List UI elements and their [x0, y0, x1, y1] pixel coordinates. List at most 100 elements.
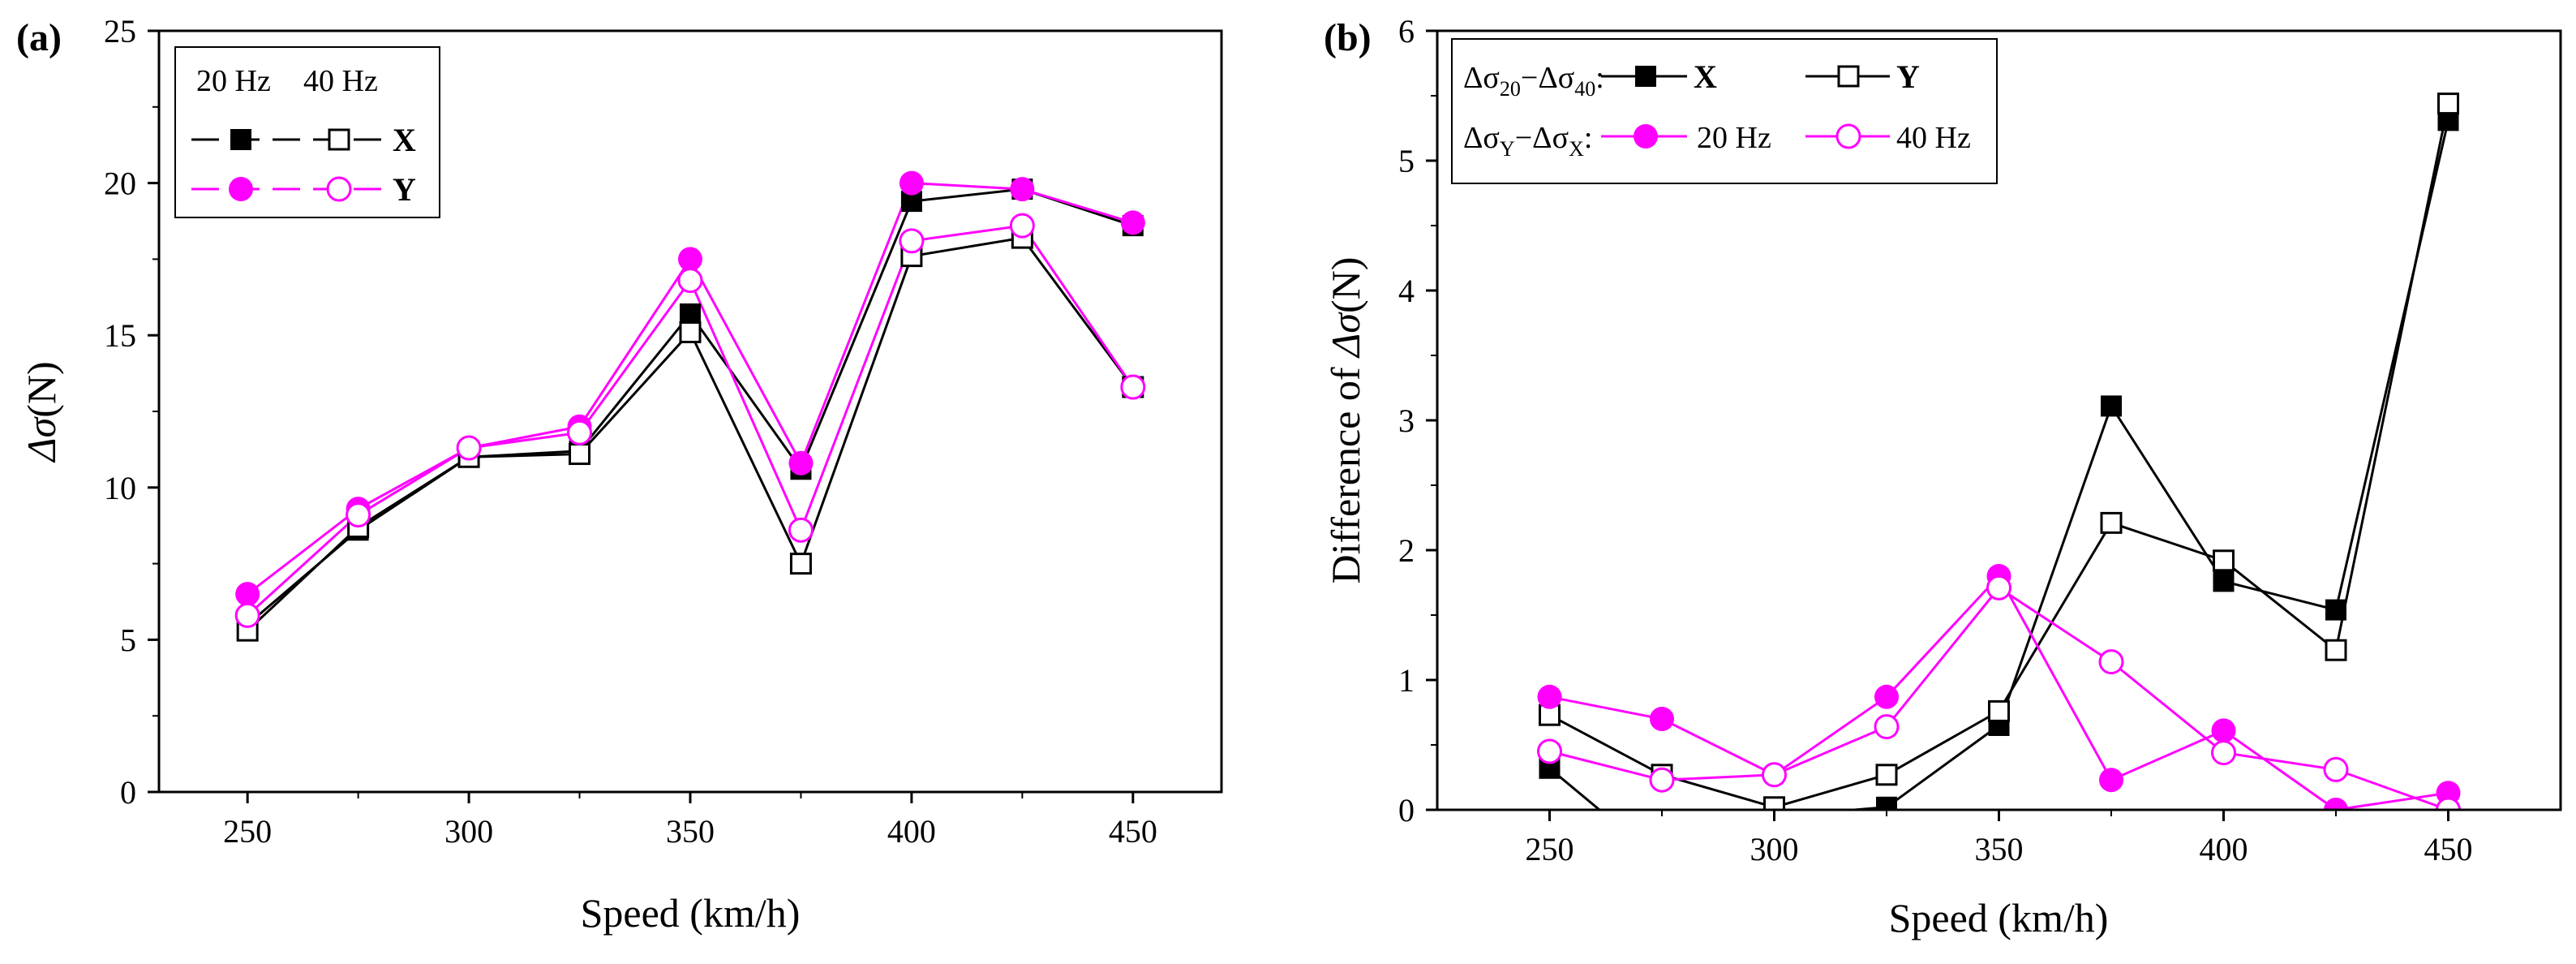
legend-colon: : [1584, 121, 1593, 155]
chart-a-y-tick-label: 0 [120, 774, 136, 811]
chart-b-data-point [2099, 768, 2123, 793]
legend-delta-sigma: Δσ [1463, 121, 1500, 155]
chart-a-data-point [569, 443, 591, 466]
legend-subscript: 40 [1574, 77, 1595, 101]
chart-b-data-point [2211, 740, 2236, 766]
chart-b-y-axis-symbol: Δσ [1323, 312, 1368, 359]
chart-a-series-layer [234, 170, 1146, 642]
legend-colon: : [1595, 61, 1604, 95]
legend-marker-open-square [328, 128, 350, 151]
chart-a-data-point [1120, 374, 1146, 400]
chart-a-data-point [678, 247, 702, 272]
chart-a-data-point [456, 435, 482, 461]
chart-a-legend-label-y: Y [393, 171, 416, 208]
chart-a-data-point [899, 228, 925, 254]
chart-b-data-point [2325, 599, 2346, 621]
chart-b-legend-label-20hz: 20 Hz [1697, 121, 1771, 155]
chart-b-data-point [2213, 549, 2235, 572]
legend-subscript: Y [1500, 137, 1515, 161]
chart-b-data-point [1537, 738, 1562, 764]
chart-b-x-tick-label: 250 [1526, 831, 1574, 867]
chart-b-legend: Δσ20−Δσ40: X Y ΔσY−ΔσX: 20 Hz 40 Hz [1451, 38, 1998, 184]
chart-b-legend-row2-key: ΔσY−ΔσX: [1463, 121, 1592, 161]
chart-a-data-point [235, 582, 260, 607]
chart-b-data-point [2325, 639, 2347, 661]
chart-a-x-tick-label: 450 [1109, 813, 1157, 850]
chart-b-panel-label: (b) [1324, 16, 1372, 59]
chart-b-y-tick-label: 2 [1398, 532, 1415, 569]
chart-a-x-tick-label: 300 [444, 813, 493, 850]
chart-a-data-point [899, 170, 924, 196]
chart-a-axes: 250 300 350 400 450 0 5 10 15 20 25 [104, 13, 1157, 850]
chart-a-data-point [567, 420, 593, 445]
chart-a-data-point [679, 321, 702, 343]
chart-a-x-axis-title: Speed (km/h) [581, 890, 801, 936]
chart-b-data-point [2323, 756, 2349, 782]
legend-marker-filled-square [1635, 66, 1656, 87]
legend-subscript: X [1569, 137, 1584, 161]
legend-marker-filled-square [230, 129, 251, 150]
chart-b-data-point [1874, 714, 1900, 740]
chart-a-series-line [247, 182, 1134, 596]
chart-a-legend-label-x: X [393, 122, 416, 158]
legend-marker-open-square [1837, 65, 1860, 88]
chart-b-y-tick-label: 3 [1398, 402, 1415, 439]
chart-b-x-tick-label: 350 [1975, 831, 2024, 867]
chart-a-legend: 20 Hz 40 Hz X Y [174, 46, 440, 218]
chart-b-legend-box [1451, 38, 1998, 184]
chart-b-data-point [1650, 707, 1674, 731]
chart-a-panel-label: (a) [16, 16, 62, 59]
chart-a-y-tick-label: 20 [104, 166, 136, 202]
chart-b-y-tick-label: 6 [1398, 13, 1415, 49]
chart-b-y-tick-label: 0 [1398, 792, 1415, 828]
chart-b-data-point [1649, 767, 1675, 793]
chart-b-data-point [1875, 764, 1898, 786]
chart-b-x-tick-label: 400 [2200, 831, 2248, 867]
chart-a-y-axis-unit: (N) [19, 361, 64, 417]
chart-a-x-tick-label: 350 [666, 813, 715, 850]
legend-delta-sigma: Δσ [1463, 61, 1500, 95]
legend-subscript: 20 [1500, 77, 1521, 101]
legend-marker-open-circle [1835, 123, 1861, 149]
chart-b-series-line [1549, 586, 2449, 810]
chart-a-legend-row-y: Y [191, 171, 416, 208]
chart-a-data-point [788, 517, 814, 543]
chart-a-data-point [680, 303, 701, 325]
chart-a-data-point [789, 553, 812, 575]
chart-b-y-axis-title: Difference of Δσ(N) [1323, 257, 1368, 584]
chart-b-series-layer [1537, 93, 2461, 810]
chart-b-data-point [1988, 699, 2010, 722]
legend-minus-delta-sigma: −Δσ [1515, 121, 1569, 155]
chart-b-data-point [2324, 798, 2348, 810]
chart-b-axes: 250 300 350 400 450 0 1 2 3 4 5 6 [1398, 13, 2473, 867]
chart-b-series-line [1548, 120, 2449, 810]
chart-b-legend-row-1: Δσ20−Δσ40: X Y [1463, 58, 1920, 101]
chart-b-data-point [2436, 797, 2461, 810]
chart-a-y-axis-symbol: Δσ [19, 415, 64, 463]
chart-a-y-tick-label: 25 [104, 13, 136, 49]
chart-b-legend-label-x: X [1694, 58, 1717, 95]
chart-a-x-tick-label: 400 [887, 813, 936, 850]
chart-b-data-point [2098, 649, 2124, 675]
chart-a-y-tick-label: 10 [104, 470, 136, 506]
chart-b-y-tick-label: 4 [1398, 273, 1415, 309]
legend-marker-filled-circle [229, 177, 253, 201]
chart-b-y-axis-prefix: Difference of [1323, 357, 1368, 583]
chart-b-y-tick-label: 5 [1398, 143, 1415, 179]
chart-b-data-point [2211, 718, 2236, 743]
chart-a-data-point [677, 268, 703, 294]
chart-b-legend-label-y: Y [1896, 58, 1920, 95]
chart-a-legend-box [174, 46, 440, 218]
chart-a-y-tick-label: 5 [120, 622, 136, 658]
chart-b-data-point [1763, 796, 1785, 810]
chart-b-data-point [1762, 762, 1787, 788]
chart-a-data-point [1010, 177, 1035, 202]
chart-b-x-tick-label: 450 [2424, 831, 2473, 867]
chart-b-y-tick-label: 1 [1398, 662, 1415, 699]
chart-a: (a) 250 300 350 400 450 0 5 10 15 20 25 Speed (km/… [16, 13, 1223, 936]
chart-b-data-point [2213, 570, 2235, 592]
chart-b-data-point [2101, 395, 2122, 417]
chart-a-data-point [1120, 210, 1145, 235]
chart-b-data-point [2437, 93, 2459, 115]
